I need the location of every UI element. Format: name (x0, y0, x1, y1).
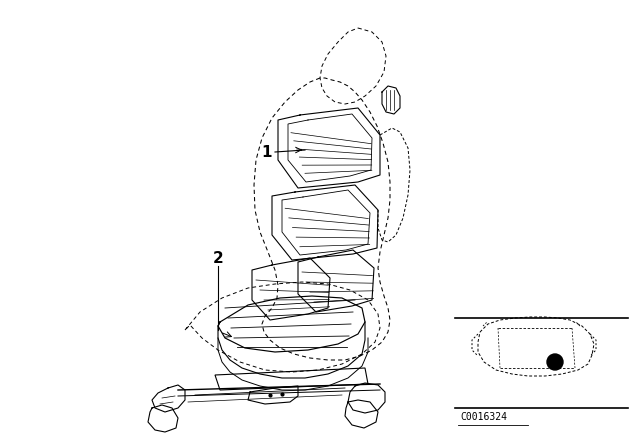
Circle shape (547, 354, 563, 370)
Text: 2: 2 (212, 250, 223, 266)
Text: C0016324: C0016324 (460, 412, 507, 422)
Text: 1: 1 (262, 145, 272, 159)
